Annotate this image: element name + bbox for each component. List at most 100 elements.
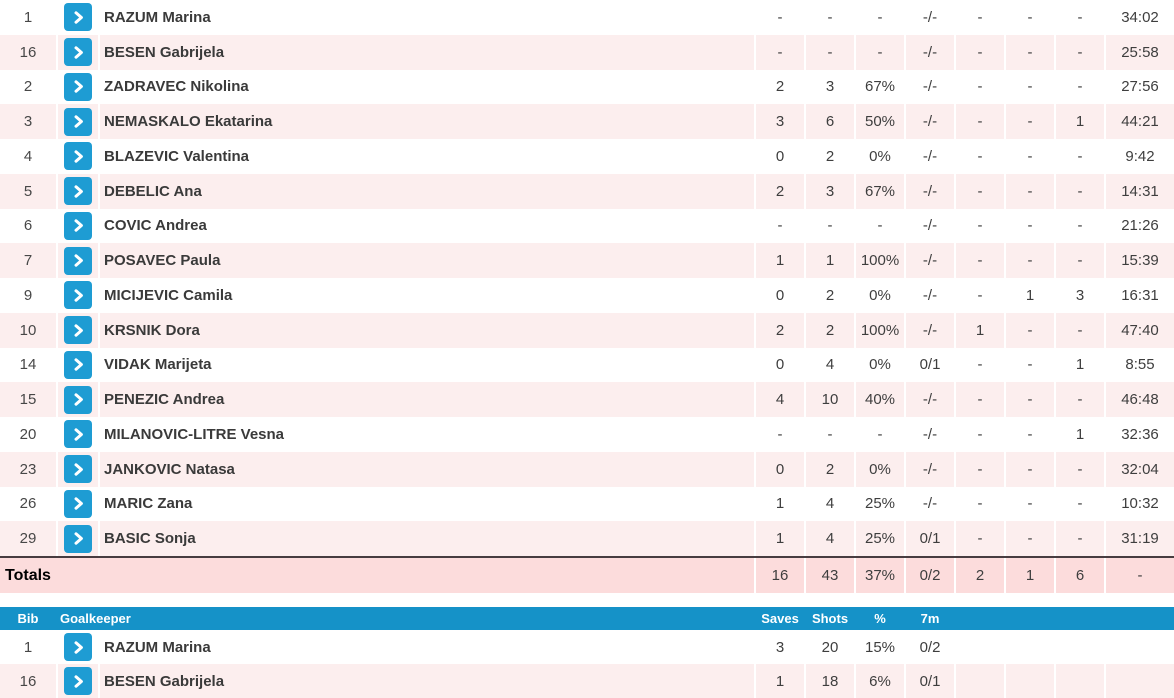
time-played: 32:36 (1121, 425, 1159, 443)
goalkeeper-name: RAZUM Marina (104, 638, 211, 656)
time-played: 46:48 (1106, 382, 1174, 417)
expand-button-cell (58, 664, 98, 698)
expand-player-button[interactable] (64, 38, 92, 67)
goalkeeper-row: 16 BESEN Gabrijela 1 18 6% 0/1 (0, 664, 1174, 698)
expand-button-cell (58, 34, 98, 70)
stat-col-5: - (977, 147, 983, 165)
gk-header-col-4: 7m (920, 611, 940, 626)
expand-player-button[interactable] (64, 420, 92, 449)
bib-number: 23 (0, 451, 56, 487)
bib-number: 1 (23, 638, 33, 656)
bib-number: 4 (23, 147, 33, 165)
player-name: COVIC Andrea (104, 217, 207, 235)
expand-player-button[interactable] (64, 72, 92, 101)
expand-player-button[interactable] (64, 524, 92, 553)
totals-stat-col-7: 6 (1056, 558, 1104, 593)
stat-col-1: 0 (775, 147, 785, 165)
empty-cell (1106, 664, 1174, 698)
empty-cell (956, 630, 1004, 664)
stat-col-3: 67% (856, 173, 904, 209)
expand-player-button[interactable] (64, 107, 92, 136)
time-played: 16:31 (1121, 286, 1159, 304)
time-played: 9:42 (1125, 147, 1155, 165)
stat-col-4: -/- (906, 312, 954, 348)
expand-player-button[interactable] (64, 3, 92, 32)
gk-header-col-1: Saves (761, 611, 799, 626)
stat-col-3: 50% (856, 104, 904, 139)
stat-col-5: - (956, 34, 1004, 70)
expand-player-button[interactable] (64, 455, 92, 484)
bib-number: 16 (0, 664, 56, 698)
player-row: 26 MARIC Zana 1 4 25% -/- - - - 10:32 (0, 486, 1174, 522)
bib-number: 10 (0, 312, 56, 348)
goalkeeper-stats-table: Bib Goalkeeper Saves Shots% 7m 1 RAZUM Marina 3… (0, 607, 1174, 698)
stat-col-2: - (827, 8, 833, 26)
stat-col-6: - (1027, 495, 1033, 513)
stat-col-3: 25% (856, 521, 904, 556)
chevron-right-icon (74, 45, 83, 59)
bib-number: 14 (19, 356, 37, 374)
player-name: VIDAK Marijeta (104, 356, 212, 374)
expand-player-button[interactable] (64, 489, 92, 518)
stat-col-3: 0% (856, 451, 904, 487)
expand-player-button[interactable] (64, 385, 92, 414)
expand-player-button[interactable] (64, 177, 92, 206)
stat-col-6: - (1006, 521, 1054, 556)
totals-stat-col-6: 1 (1006, 558, 1054, 593)
expand-player-button[interactable] (64, 246, 92, 275)
expand-player-button[interactable] (64, 633, 92, 661)
chevron-right-icon (74, 323, 83, 337)
stat-col-7: 1 (1075, 425, 1085, 443)
bib-number: 6 (23, 217, 33, 235)
expand-player-button[interactable] (64, 350, 92, 379)
stat-col-4: -/- (906, 243, 954, 278)
empty-cell (1056, 630, 1104, 664)
bib-number: 15 (0, 382, 56, 417)
stat-col-7: - (1056, 382, 1104, 417)
stat-col-7: 1 (1056, 104, 1104, 139)
chevron-right-icon (74, 358, 83, 372)
player-row: 5 DEBELIC Ana 2 3 67% -/- - - -14:31 (0, 173, 1174, 209)
player-row: 9 MICIJEVIC Camila 0 2 0% -/- - 1 3 16:31 (0, 278, 1174, 313)
time-played: 31:19 (1106, 521, 1174, 556)
stat-col-5: - (956, 451, 1004, 487)
stat-col-2: 4 (825, 356, 835, 374)
stat-col-4: -/- (906, 451, 954, 487)
time-played: 44:21 (1106, 104, 1174, 139)
stat-col-6: - (1027, 147, 1033, 165)
stat-col-5: - (956, 104, 1004, 139)
player-row: 6 COVIC Andrea - - - -/- - - - 21:26 (0, 208, 1174, 244)
goalkeeper-header-bar: Bib Goalkeeper Saves Shots% 7m (0, 607, 1174, 630)
expand-button-cell (58, 243, 98, 278)
player-name: BLAZEVIC Valentina (104, 147, 250, 165)
stat-col-7: - (1056, 243, 1104, 278)
stat-col-7: - (1077, 78, 1083, 96)
expand-player-button[interactable] (64, 211, 92, 240)
stat-col-2: 2 (825, 147, 835, 165)
player-row: 10 KRSNIK Dora 2 2 100% -/- 1- -47:40 (0, 312, 1174, 348)
time-played: 27:56 (1121, 78, 1159, 96)
stat-col-7: 1 (1075, 356, 1085, 374)
totals-stat-col-1: 16 (756, 558, 804, 593)
expand-button-cell (58, 382, 98, 417)
stat-col-1: 2 (775, 78, 785, 96)
bib-number: 29 (0, 521, 56, 556)
stat-col-4: 0/1 (919, 356, 941, 374)
expand-player-button[interactable] (64, 667, 92, 695)
stat-col-4: -/- (922, 217, 938, 235)
stat-col-7: - (1056, 34, 1104, 70)
stat-col-6: - (1006, 104, 1054, 139)
time-played: 34:02 (1121, 8, 1159, 26)
chevron-right-icon (74, 150, 83, 163)
expand-player-button[interactable] (64, 142, 92, 171)
expand-player-button[interactable] (64, 316, 92, 345)
gk-stat-col-4: 0/1 (906, 664, 954, 698)
expand-player-button[interactable] (64, 281, 92, 310)
goalkeeper-name: BESEN Gabrijela (100, 664, 754, 698)
empty-cell (1106, 630, 1174, 664)
chevron-right-icon (74, 219, 83, 233)
empty-cell (1006, 630, 1054, 664)
stat-col-2: 4 (825, 495, 835, 513)
bib-number: 9 (23, 286, 33, 304)
expand-button-cell (58, 451, 98, 487)
